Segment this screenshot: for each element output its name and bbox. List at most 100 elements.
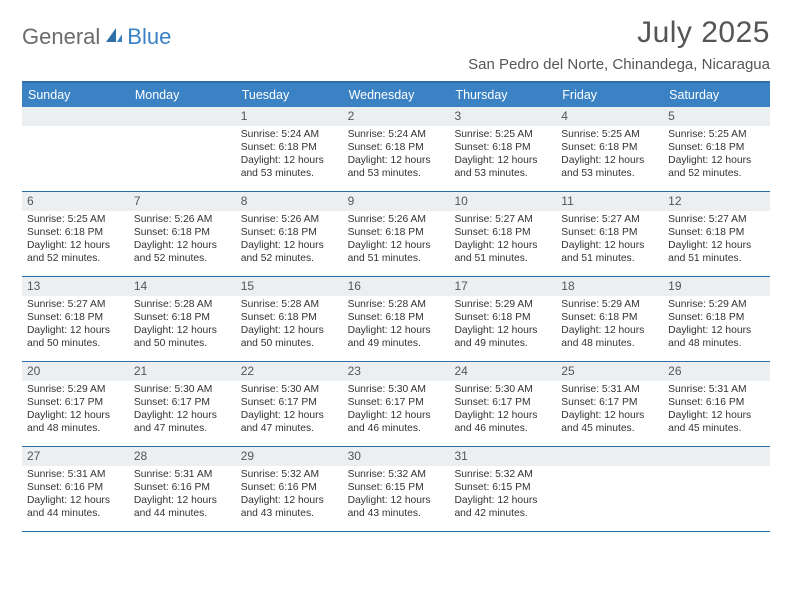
sunrise-text: Sunrise: 5:25 AM <box>27 214 124 227</box>
day-cell: 12Sunrise: 5:27 AMSunset: 6:18 PMDayligh… <box>663 192 770 276</box>
day-cell: 20Sunrise: 5:29 AMSunset: 6:17 PMDayligh… <box>22 362 129 446</box>
sunrise-text: Sunrise: 5:29 AM <box>27 384 124 397</box>
sunset-text: Sunset: 6:18 PM <box>241 227 338 240</box>
daylight-text: Daylight: 12 hours <box>561 325 658 338</box>
sunset-text: Sunset: 6:18 PM <box>134 227 231 240</box>
day-cell: 22Sunrise: 5:30 AMSunset: 6:17 PMDayligh… <box>236 362 343 446</box>
month-title: July 2025 <box>468 16 770 50</box>
sunset-text: Sunset: 6:15 PM <box>348 482 445 495</box>
daylight-text: and 52 minutes. <box>134 253 231 266</box>
day-number: 19 <box>663 277 770 296</box>
week-row: 13Sunrise: 5:27 AMSunset: 6:18 PMDayligh… <box>22 277 770 362</box>
day-number: 25 <box>556 362 663 381</box>
daylight-text: Daylight: 12 hours <box>27 495 124 508</box>
day-body: Sunrise: 5:28 AMSunset: 6:18 PMDaylight:… <box>129 296 236 354</box>
daylight-text: and 52 minutes. <box>241 253 338 266</box>
sunrise-text: Sunrise: 5:28 AM <box>134 299 231 312</box>
daylight-text: Daylight: 12 hours <box>454 155 551 168</box>
daylight-text: Daylight: 12 hours <box>241 410 338 423</box>
daylight-text: and 47 minutes. <box>134 423 231 436</box>
daylight-text: Daylight: 12 hours <box>134 495 231 508</box>
day-body: Sunrise: 5:25 AMSunset: 6:18 PMDaylight:… <box>449 126 556 184</box>
daylight-text: and 44 minutes. <box>27 508 124 521</box>
day-body: Sunrise: 5:25 AMSunset: 6:18 PMDaylight:… <box>22 211 129 269</box>
logo: General Blue <box>22 24 171 50</box>
dow-cell: Saturday <box>663 83 770 107</box>
days-of-week-row: SundayMondayTuesdayWednesdayThursdayFrid… <box>22 83 770 107</box>
day-number: 9 <box>343 192 450 211</box>
daylight-text: and 50 minutes. <box>134 338 231 351</box>
daylight-text: Daylight: 12 hours <box>348 410 445 423</box>
sunset-text: Sunset: 6:16 PM <box>27 482 124 495</box>
day-number: 16 <box>343 277 450 296</box>
day-body: Sunrise: 5:32 AMSunset: 6:15 PMDaylight:… <box>343 466 450 524</box>
day-cell: 27 Sunrise: 5:31 AMSunset: 6:16 PMDayligh… <box>22 447 129 531</box>
week-row: 27Sunrise: 5:31 AMSunset: 6:16 PMDayligh… <box>22 447 770 532</box>
sunset-text: Sunset: 6:16 PM <box>241 482 338 495</box>
sunrise-text: Sunrise: 5:31 AM <box>134 469 231 482</box>
day-body: Sunrise: 5:24 AMSunset: 6:18 PMDaylight:… <box>236 126 343 184</box>
day-cell <box>22 107 129 191</box>
daylight-text: and 43 minutes. <box>348 508 445 521</box>
daylight-text: and 51 minutes. <box>668 253 765 266</box>
sunrise-text: Sunrise: 5:32 AM <box>348 469 445 482</box>
sunset-text: Sunset: 6:18 PM <box>134 312 231 325</box>
day-number: 31 <box>449 447 556 466</box>
sunrise-text: Sunrise: 5:31 AM <box>27 469 124 482</box>
day-number: 7 <box>129 192 236 211</box>
day-number: 27 <box>22 447 129 466</box>
daylight-text: and 51 minutes. <box>561 253 658 266</box>
dow-cell: Tuesday <box>236 83 343 107</box>
day-cell: 25Sunrise: 5:31 AMSunset: 6:17 PMDayligh… <box>556 362 663 446</box>
day-body: Sunrise: 5:28 AMSunset: 6:18 PMDaylight:… <box>236 296 343 354</box>
day-number: 10 <box>449 192 556 211</box>
daylight-text: Daylight: 12 hours <box>348 155 445 168</box>
daylight-text: and 50 minutes. <box>27 338 124 351</box>
daylight-text: Daylight: 12 hours <box>348 325 445 338</box>
day-body: Sunrise: 5:30 AMSunset: 6:17 PMDaylight:… <box>236 381 343 439</box>
day-number: 1 <box>236 107 343 126</box>
day-number <box>22 107 129 126</box>
sunrise-text: Sunrise: 5:29 AM <box>561 299 658 312</box>
calendar: SundayMondayTuesdayWednesdayThursdayFrid… <box>22 81 770 532</box>
daylight-text: and 51 minutes. <box>348 253 445 266</box>
sunset-text: Sunset: 6:18 PM <box>348 142 445 155</box>
sunrise-text: Sunrise: 5:30 AM <box>348 384 445 397</box>
daylight-text: and 49 minutes. <box>348 338 445 351</box>
daylight-text: and 52 minutes. <box>668 168 765 181</box>
day-cell: 5Sunrise: 5:25 AMSunset: 6:18 PMDaylight… <box>663 107 770 191</box>
daylight-text: Daylight: 12 hours <box>241 325 338 338</box>
logo-text-general: General <box>22 24 100 50</box>
day-cell: 4Sunrise: 5:25 AMSunset: 6:18 PMDaylight… <box>556 107 663 191</box>
day-number: 12 <box>663 192 770 211</box>
day-number: 20 <box>22 362 129 381</box>
logo-sail-icon <box>104 26 124 49</box>
daylight-text: Daylight: 12 hours <box>134 325 231 338</box>
sunset-text: Sunset: 6:16 PM <box>668 397 765 410</box>
sunset-text: Sunset: 6:18 PM <box>241 312 338 325</box>
day-cell: 3Sunrise: 5:25 AMSunset: 6:18 PMDaylight… <box>449 107 556 191</box>
daylight-text: Daylight: 12 hours <box>241 495 338 508</box>
day-cell: 29Sunrise: 5:32 AMSunset: 6:16 PMDayligh… <box>236 447 343 531</box>
daylight-text: and 42 minutes. <box>454 508 551 521</box>
sunset-text: Sunset: 6:17 PM <box>241 397 338 410</box>
daylight-text: Daylight: 12 hours <box>348 240 445 253</box>
day-cell: 11Sunrise: 5:27 AMSunset: 6:18 PMDayligh… <box>556 192 663 276</box>
daylight-text: and 46 minutes. <box>454 423 551 436</box>
sunrise-text: Sunrise: 5:28 AM <box>241 299 338 312</box>
sunset-text: Sunset: 6:18 PM <box>561 227 658 240</box>
daylight-text: and 49 minutes. <box>454 338 551 351</box>
sunset-text: Sunset: 6:18 PM <box>561 312 658 325</box>
weeks-container: 1Sunrise: 5:24 AMSunset: 6:18 PMDaylight… <box>22 107 770 532</box>
day-cell: 14Sunrise: 5:28 AMSunset: 6:18 PMDayligh… <box>129 277 236 361</box>
day-cell: 9Sunrise: 5:26 AMSunset: 6:18 PMDaylight… <box>343 192 450 276</box>
sunrise-text: Sunrise: 5:30 AM <box>454 384 551 397</box>
sunrise-text: Sunrise: 5:30 AM <box>241 384 338 397</box>
daylight-text: and 50 minutes. <box>241 338 338 351</box>
daylight-text: Daylight: 12 hours <box>454 410 551 423</box>
day-cell: 17Sunrise: 5:29 AMSunset: 6:18 PMDayligh… <box>449 277 556 361</box>
day-number: 26 <box>663 362 770 381</box>
week-row: 6Sunrise: 5:25 AMSunset: 6:18 PMDaylight… <box>22 192 770 277</box>
sunset-text: Sunset: 6:18 PM <box>668 227 765 240</box>
day-body: Sunrise: 5:27 AMSunset: 6:18 PMDaylight:… <box>556 211 663 269</box>
